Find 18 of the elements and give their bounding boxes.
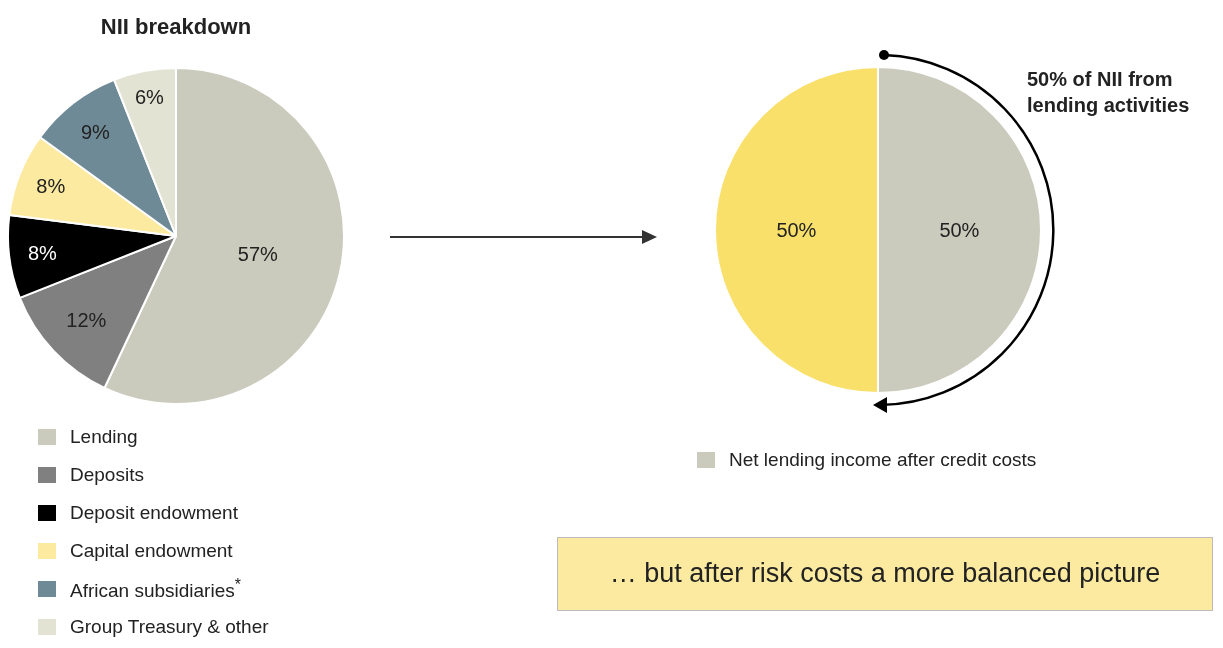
legend-label: Lending [70,426,138,448]
text: 50% of NII from lending activities [1027,67,1191,118]
text: … but after risk costs a more balanced picture [557,537,1213,611]
data-label: 50% [776,219,817,241]
data-label: 6% [134,86,165,109]
data-label: 8% [36,175,66,198]
legend-label: Deposits [70,464,144,486]
data-label: 57% [237,243,279,266]
legend-label: African subsidiaries$^{*}$ [70,575,241,603]
legend-label: Deposit endowment [70,502,238,524]
data-label: 8% [27,241,58,264]
legend-label: Capital endowment [70,540,233,562]
data-label: 12% [66,309,107,332]
chart-title: NII breakdown [100,13,252,39]
data-label: 50% [939,219,980,241]
data-label: 9% [80,121,111,144]
legend-label: Group Treasury & other [70,616,269,638]
legend-label: Net lending income after credit costs [729,449,1037,471]
